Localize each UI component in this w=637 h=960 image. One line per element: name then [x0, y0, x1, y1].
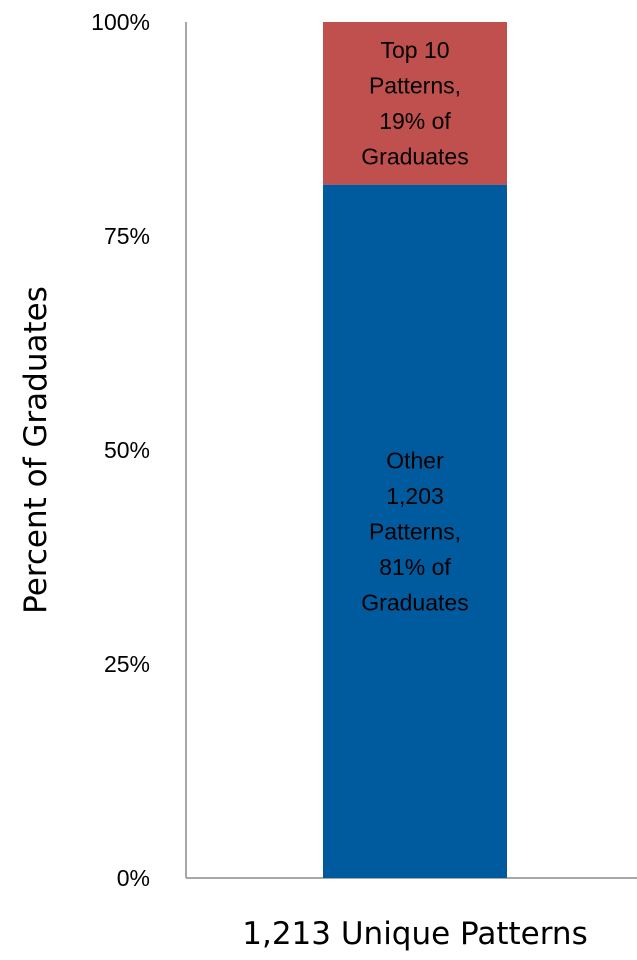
y-tick-label-25: 25% — [104, 651, 150, 677]
y-tick-label-0: 0% — [117, 865, 150, 891]
data-label-top-10: Top 10 Patterns, 19% of Graduates — [361, 37, 468, 170]
y-tick-label-50: 50% — [104, 437, 150, 463]
data-label-line: Graduates — [361, 144, 468, 170]
data-label-line: Other — [386, 447, 444, 473]
y-tick-label-75: 75% — [104, 223, 150, 249]
data-label-line: Top 10 — [380, 37, 449, 63]
bar-segment-top-10 — [323, 22, 507, 185]
y-tick-labels: 0% 25% 50% 75% 100% — [91, 9, 150, 891]
data-label-line: Patterns, — [369, 518, 461, 544]
y-tick-label-100: 100% — [91, 9, 150, 35]
data-label-other: Other 1,203 Patterns, 81% of Graduates — [361, 447, 468, 615]
bar-segment-other — [323, 184, 507, 878]
data-label-line: Graduates — [361, 589, 468, 615]
y-axis-label: Percent of Graduates — [18, 286, 54, 614]
data-label-line: 81% of — [379, 554, 451, 580]
data-label-line: 19% of — [379, 108, 451, 134]
data-label-line: 1,203 — [386, 483, 444, 509]
data-label-line: Patterns, — [369, 73, 461, 99]
x-axis-label: 1,213 Unique Patterns — [242, 916, 587, 952]
